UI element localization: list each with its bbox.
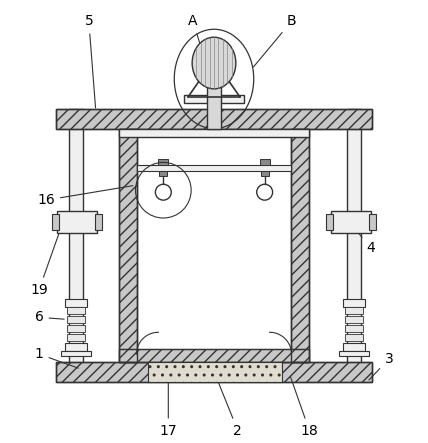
Bar bbox=[291, 128, 309, 362]
Bar bbox=[158, 159, 168, 165]
Text: 18: 18 bbox=[291, 377, 318, 438]
Bar bbox=[57, 211, 97, 233]
Bar bbox=[345, 325, 363, 332]
Bar bbox=[261, 171, 269, 176]
Bar bbox=[345, 316, 363, 323]
Bar bbox=[326, 214, 333, 230]
Bar bbox=[347, 109, 361, 365]
Text: 1: 1 bbox=[35, 347, 78, 368]
Bar bbox=[56, 362, 372, 382]
Bar bbox=[119, 128, 137, 362]
Bar bbox=[61, 351, 91, 356]
Bar bbox=[291, 128, 309, 362]
Bar bbox=[69, 109, 83, 365]
Bar bbox=[207, 74, 221, 128]
Bar bbox=[159, 171, 167, 176]
Bar bbox=[260, 159, 270, 165]
Bar bbox=[95, 214, 102, 230]
Bar bbox=[67, 307, 85, 315]
Text: 17: 17 bbox=[160, 377, 177, 438]
Bar bbox=[65, 343, 87, 351]
Text: 19: 19 bbox=[30, 225, 62, 296]
Bar bbox=[343, 343, 365, 351]
Bar bbox=[119, 349, 309, 362]
Text: 5: 5 bbox=[84, 14, 95, 108]
Bar bbox=[331, 211, 371, 233]
Text: 3: 3 bbox=[369, 352, 393, 380]
Bar bbox=[345, 307, 363, 315]
Bar bbox=[56, 362, 372, 382]
Bar bbox=[56, 109, 372, 128]
Text: 16: 16 bbox=[37, 186, 133, 207]
Bar bbox=[56, 109, 372, 128]
Bar bbox=[137, 165, 291, 171]
Text: A: A bbox=[188, 14, 204, 58]
Bar bbox=[369, 214, 376, 230]
Text: B: B bbox=[253, 14, 296, 67]
Text: 6: 6 bbox=[35, 311, 64, 324]
Bar bbox=[149, 362, 282, 382]
Ellipse shape bbox=[192, 37, 236, 89]
Text: 2: 2 bbox=[216, 377, 242, 438]
Bar bbox=[184, 95, 244, 103]
Bar bbox=[119, 128, 137, 362]
Bar bbox=[119, 349, 309, 362]
Bar bbox=[67, 316, 85, 323]
Text: 4: 4 bbox=[351, 224, 375, 255]
Bar bbox=[52, 214, 59, 230]
Bar bbox=[67, 334, 85, 341]
Bar bbox=[345, 334, 363, 341]
Bar bbox=[67, 325, 85, 332]
Bar bbox=[119, 128, 309, 136]
Bar bbox=[65, 299, 87, 307]
Bar bbox=[339, 351, 369, 356]
Bar bbox=[343, 299, 365, 307]
